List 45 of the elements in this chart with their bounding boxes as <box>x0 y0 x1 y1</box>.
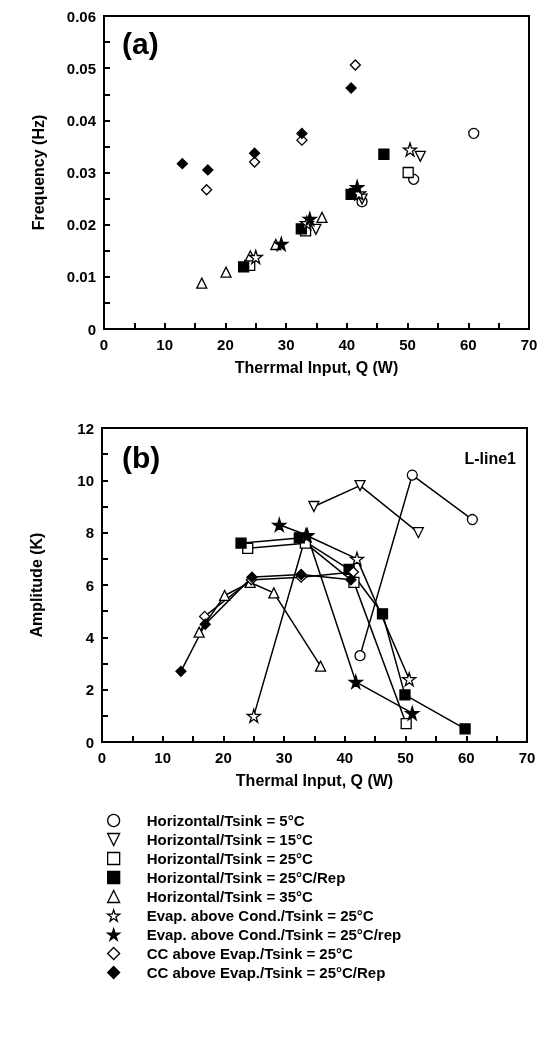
y-tick-label: 0 <box>87 320 96 338</box>
y-tick-label: 0.04 <box>66 111 97 129</box>
x-tick-label: 40 <box>336 749 354 766</box>
y-axis-title: Amplitude (K) <box>27 532 45 638</box>
x-tick-label: 40 <box>338 336 356 353</box>
y-tick-label: 4 <box>85 628 95 646</box>
x-tick-label: 50 <box>399 336 416 353</box>
x-tick-label: 30 <box>275 749 293 766</box>
legend-label: Horizontal/Tsink = 15°C <box>146 831 313 848</box>
legend-label: Horizontal/Tsink = 35°C <box>146 888 313 905</box>
legend-label: Evap. above Cond./Tsink = 25°C <box>146 907 374 924</box>
x-tick-label: 30 <box>277 336 295 353</box>
x-tick-label: 0 <box>99 336 109 353</box>
legend-label: CC above Evap./Tsink = 25°C <box>146 945 354 962</box>
y-tick-label: 0.06 <box>66 7 96 25</box>
y-axis-title: Frequency (Hz) <box>29 114 47 231</box>
x-tick-label: 10 <box>154 749 172 766</box>
x-tick-label: 10 <box>156 336 174 353</box>
x-axis-title: Thermal Input, Q (W) <box>235 771 394 789</box>
legend-label: Horizontal/Tsink = 5°C <box>146 812 305 829</box>
y-tick-label: 10 <box>77 471 94 489</box>
x-axis-title: Therrmal Input, Q (W) <box>234 358 399 376</box>
y-tick-label: 0.03 <box>66 164 96 181</box>
legend-label: Horizontal/Tsink = 25°C/Rep <box>146 869 346 886</box>
annotation: L-line1 <box>464 449 517 467</box>
y-tick-label: 2 <box>85 681 94 699</box>
legend-label: Horizontal/Tsink = 25°C <box>146 850 313 867</box>
y-tick-label: 0.02 <box>66 216 96 234</box>
legend-label: CC above Evap./Tsink = 25°C/Rep <box>146 964 386 981</box>
x-tick-label: 60 <box>457 749 475 766</box>
y-tick-label: 6 <box>85 576 94 594</box>
legend-label: Evap. above Cond./Tsink = 25°C/rep <box>146 926 402 943</box>
y-tick-label: 0.05 <box>66 59 96 77</box>
y-tick-label: 8 <box>85 524 94 542</box>
y-tick-label: 12 <box>77 419 94 437</box>
x-tick-label: 20 <box>217 336 234 353</box>
x-tick-label: 70 <box>520 336 538 353</box>
annotation: (a) <box>122 26 159 60</box>
x-tick-label: 70 <box>518 749 536 766</box>
y-tick-label: 0 <box>85 733 94 751</box>
x-tick-label: 50 <box>397 749 414 766</box>
x-tick-label: 60 <box>459 336 477 353</box>
annotation: (b) <box>122 440 161 474</box>
x-tick-label: 20 <box>215 749 232 766</box>
y-tick-label: 0.01 <box>66 268 96 286</box>
